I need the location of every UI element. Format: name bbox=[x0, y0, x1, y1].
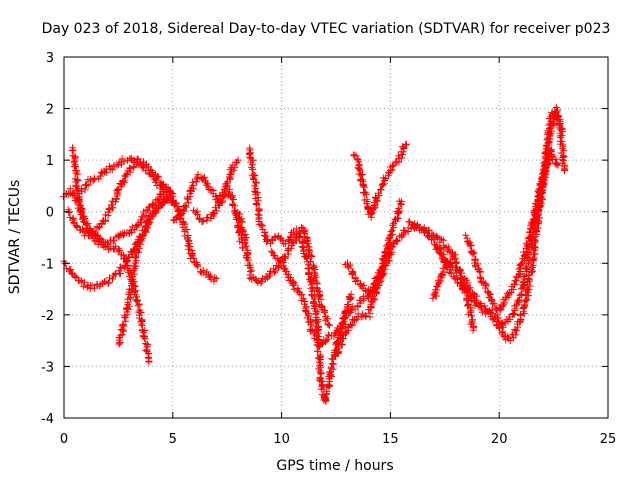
series-arc18 bbox=[462, 150, 562, 314]
y-tick-label: -1 bbox=[41, 257, 54, 272]
x-tick-label: 0 bbox=[60, 432, 68, 447]
series-arc13 bbox=[332, 221, 460, 360]
y-tick-label: 0 bbox=[46, 206, 54, 221]
x-tick-label: 20 bbox=[491, 432, 508, 447]
y-tick-label: -2 bbox=[41, 309, 54, 324]
y-tick-label: -3 bbox=[41, 360, 54, 375]
y-axis-title: SDTVAR / TECUs bbox=[7, 180, 23, 295]
series-arc12 bbox=[267, 229, 355, 405]
marker-trace bbox=[332, 221, 460, 360]
marker-trace bbox=[68, 144, 153, 366]
series-arc14 bbox=[342, 197, 406, 301]
series-arc15 bbox=[350, 140, 410, 221]
x-axis-title: GPS time / hours bbox=[276, 458, 393, 474]
marker-trace bbox=[168, 197, 220, 285]
grid bbox=[64, 57, 608, 418]
series-arc3 bbox=[68, 144, 153, 366]
x-tick-label: 5 bbox=[169, 432, 177, 447]
x-tick-label: 25 bbox=[600, 432, 617, 447]
x-tick-label: 10 bbox=[273, 432, 290, 447]
y-tick-label: -4 bbox=[41, 412, 54, 427]
series-arc20 bbox=[527, 104, 569, 232]
plot-frame bbox=[63, 56, 609, 419]
series-arc9 bbox=[190, 185, 247, 252]
marker-trace bbox=[245, 144, 333, 329]
x-tick-label: 15 bbox=[382, 432, 399, 447]
y-tick-label: 2 bbox=[46, 103, 54, 118]
marker-trace bbox=[462, 150, 562, 314]
chart-title: Day 023 of 2018, Sidereal Day-to-day VTE… bbox=[42, 21, 611, 37]
axes: 0 5 10 15 20 25 -4 -3 -2 -1 0 1 2 3 bbox=[41, 51, 616, 447]
series-arc11 bbox=[245, 144, 333, 329]
marker-trace bbox=[350, 140, 410, 221]
series-arc19 bbox=[429, 252, 478, 334]
marker-trace bbox=[527, 104, 569, 232]
marker-trace bbox=[429, 252, 478, 334]
y-tick-label: 3 bbox=[46, 51, 54, 66]
marker-trace bbox=[115, 192, 175, 348]
marker-trace bbox=[267, 229, 355, 405]
series-arc8 bbox=[168, 197, 220, 285]
data-points bbox=[60, 104, 569, 405]
y-tick-label: 1 bbox=[46, 154, 54, 169]
series-arc6 bbox=[115, 192, 175, 348]
marker-trace bbox=[342, 197, 406, 301]
marker-trace bbox=[190, 185, 247, 252]
